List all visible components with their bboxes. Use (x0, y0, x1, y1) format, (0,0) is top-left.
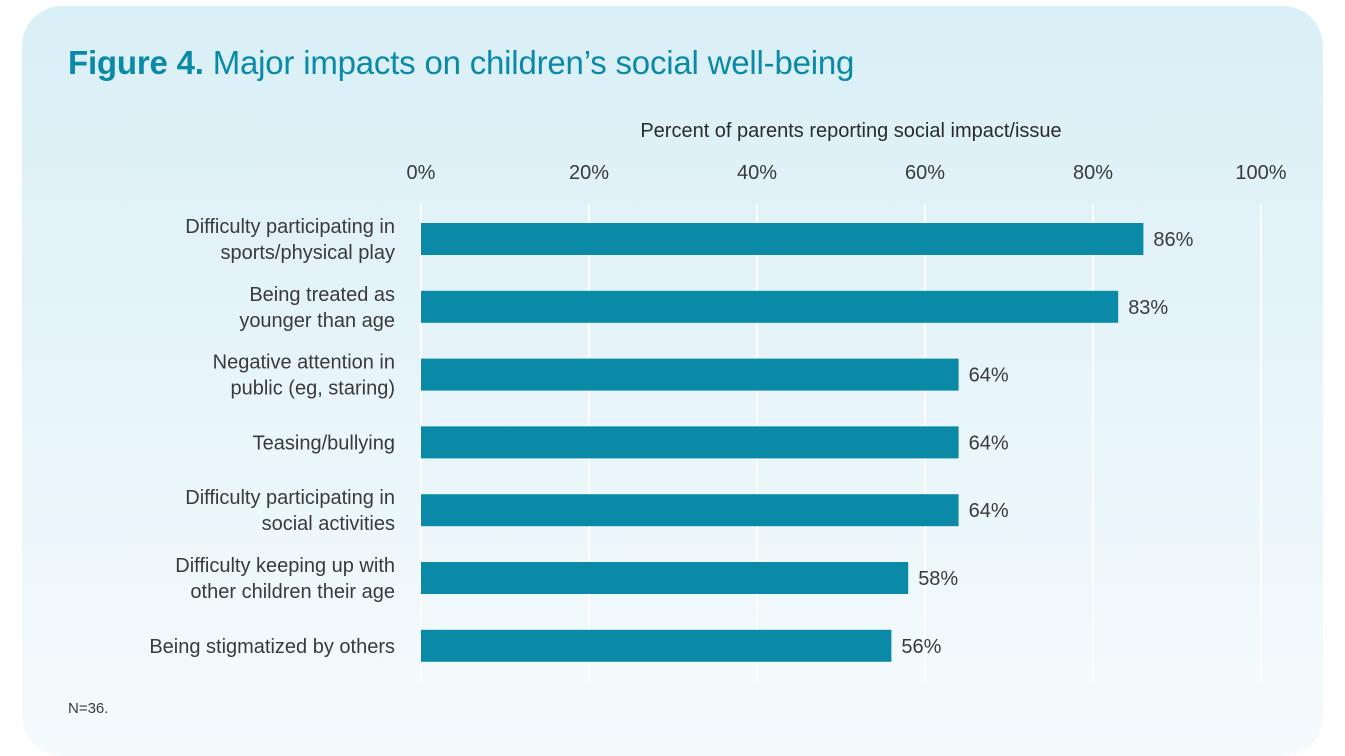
data-label: 64% (969, 432, 1009, 454)
x-axis-ticks: 0% 20% 40% 60% 80% 100% (407, 162, 1287, 184)
category-labels: Difficulty participating in sports/physic… (149, 216, 395, 658)
bar (421, 494, 959, 527)
category-label: sports/physical play (220, 242, 395, 264)
category-label: Difficulty participating in (185, 216, 395, 238)
sample-size-note: N=36. (68, 700, 109, 717)
x-tick-label: 40% (737, 162, 777, 184)
category-label: Teasing/bullying (253, 432, 395, 454)
data-label: 64% (969, 365, 1009, 387)
bars (421, 223, 1144, 662)
data-label: 83% (1128, 297, 1168, 319)
x-tick-label: 80% (1073, 162, 1113, 184)
bar (421, 426, 959, 459)
value-labels: 86% 83% 64% 64% 64% 58% 56% (901, 229, 1193, 658)
category-label: social activities (262, 513, 395, 535)
category-label: other children their age (190, 581, 395, 603)
data-label: 58% (918, 568, 958, 590)
category-label: public (eg, staring) (230, 378, 395, 400)
figure-label: Figure 4. (68, 44, 204, 81)
figure-title: Figure 4. Major impacts on children’s so… (68, 44, 854, 82)
category-label: Being treated as (249, 284, 395, 306)
category-label: Difficulty participating in (185, 487, 395, 509)
category-label: Difficulty keeping up with (175, 555, 395, 577)
figure-title-text: Major impacts on children’s social well-… (212, 44, 855, 81)
x-tick-label: 20% (569, 162, 609, 184)
category-label: Negative attention in (213, 352, 395, 374)
bar (421, 562, 909, 594)
x-tick-label: 60% (905, 162, 945, 184)
bar (421, 290, 1119, 323)
data-label: 64% (969, 500, 1009, 522)
bar (421, 223, 1144, 255)
data-label: 86% (1153, 229, 1193, 251)
category-label: Being stigmatized by others (149, 636, 395, 658)
data-label: 56% (901, 636, 941, 658)
x-tick-label: 0% (407, 162, 436, 184)
bar (421, 629, 892, 662)
bar (421, 358, 959, 391)
bar-chart: Percent of parents reporting social impa… (149, 120, 1287, 662)
category-label: younger than age (239, 310, 395, 332)
x-tick-label: 100% (1235, 162, 1286, 184)
x-axis-title: Percent of parents reporting social impa… (640, 120, 1061, 142)
